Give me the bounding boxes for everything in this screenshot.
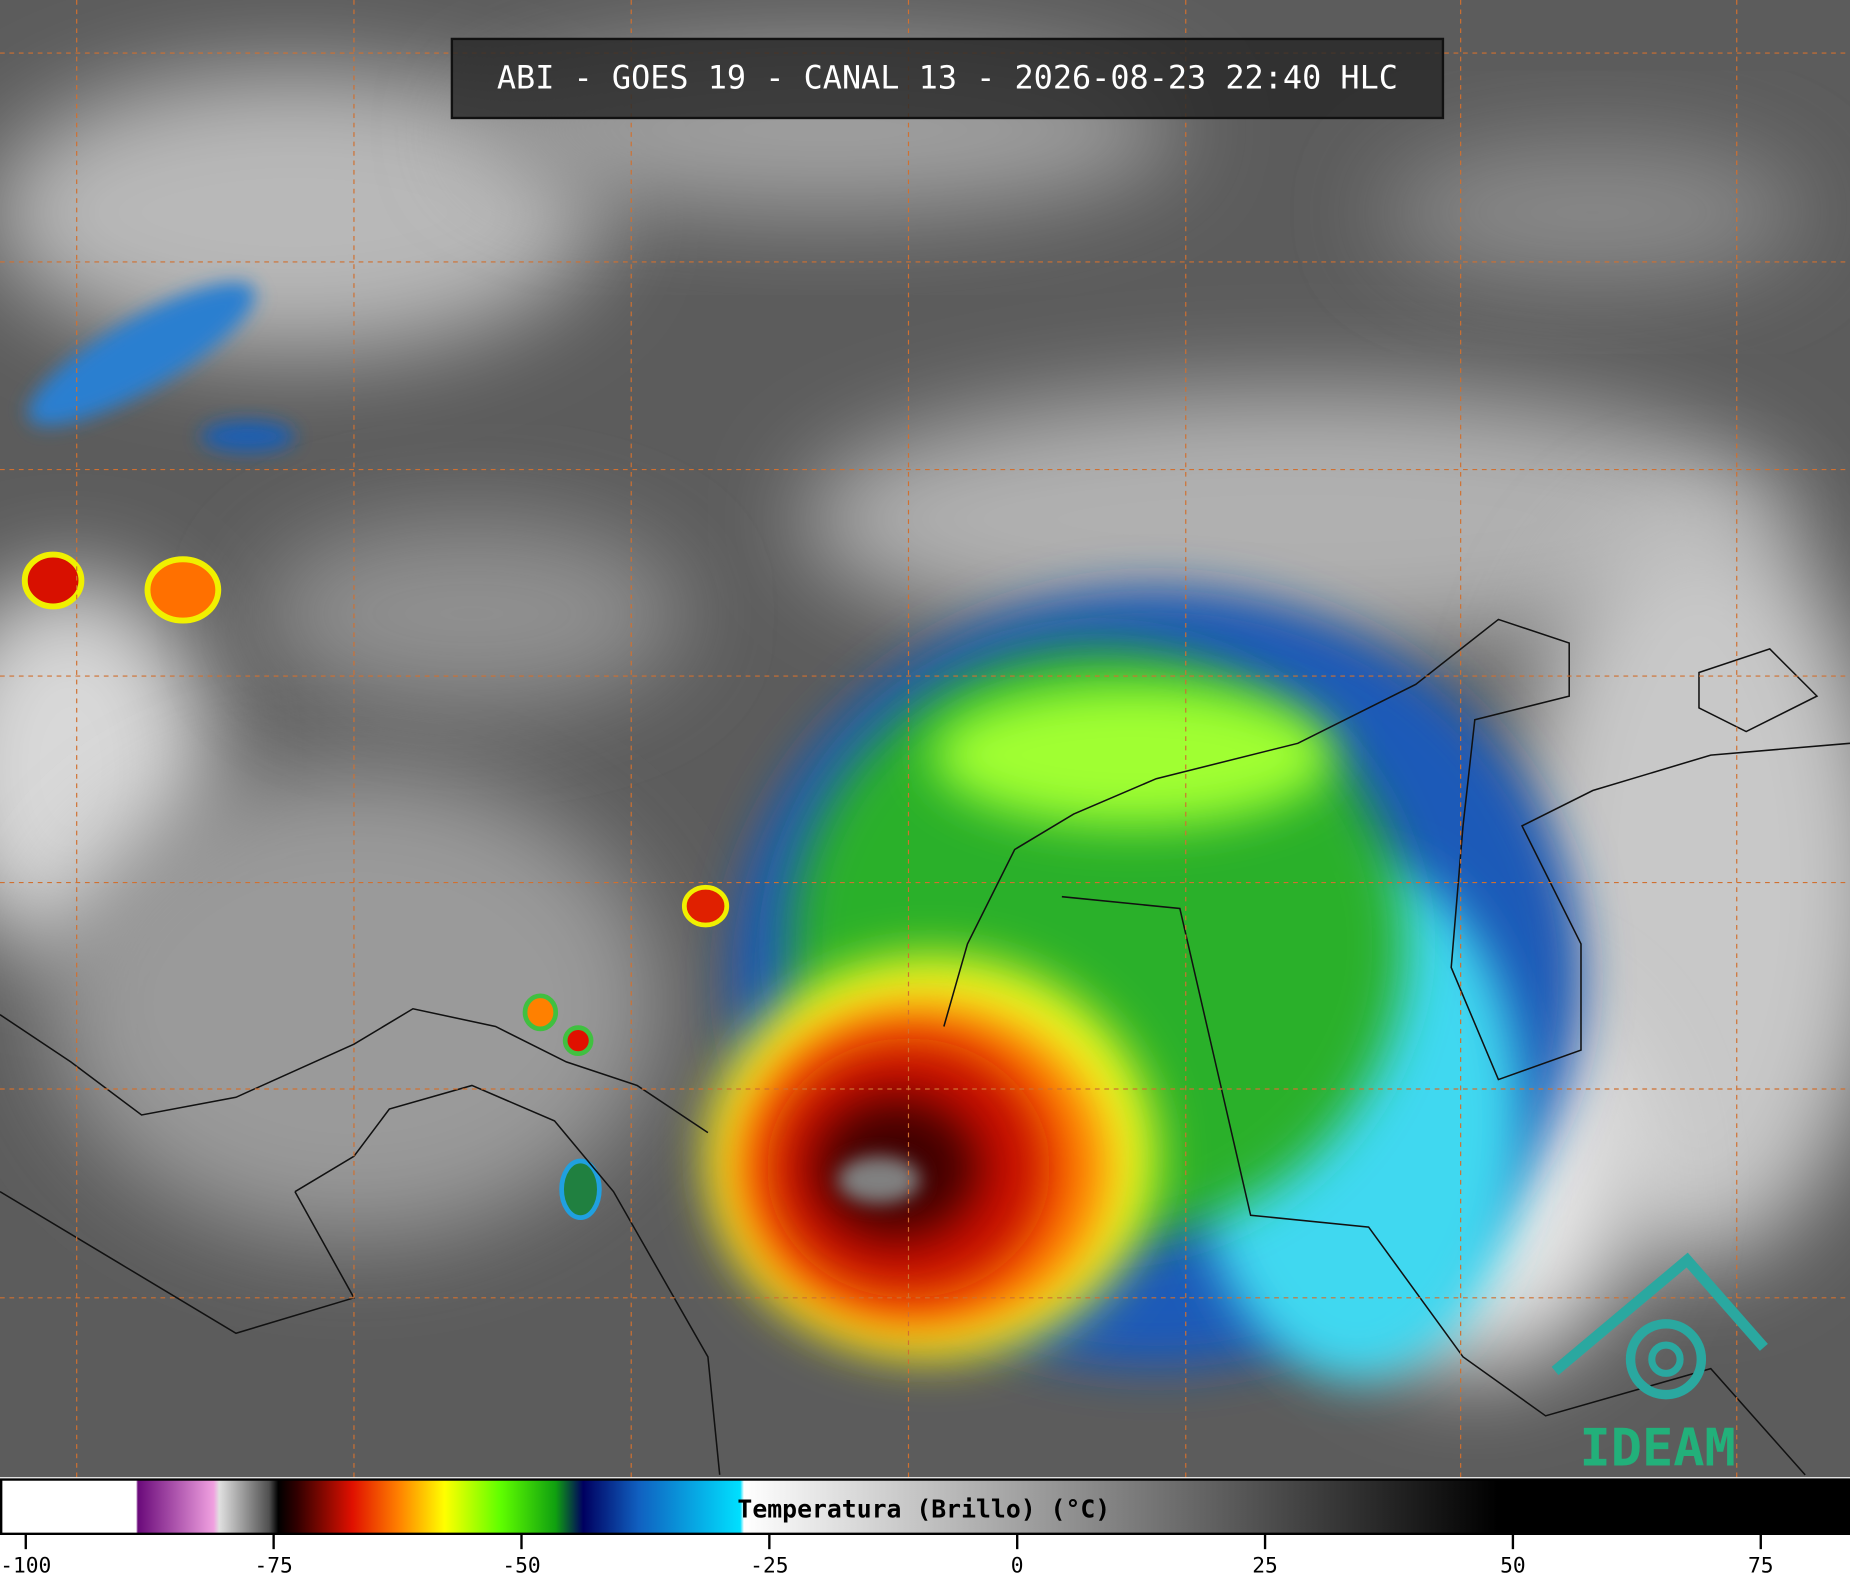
logo: IDEAM <box>1551 1252 1768 1478</box>
colorbar <box>0 1478 1850 1535</box>
title-box <box>450 37 1445 120</box>
logo-text: IDEAM <box>1580 1418 1736 1478</box>
tick-label: -75 <box>254 1554 292 1577</box>
tick-label: -25 <box>750 1554 788 1577</box>
tick-label: 0 <box>1011 1554 1024 1577</box>
tick-label: 75 <box>1748 1554 1774 1577</box>
graticule <box>0 0 1850 1478</box>
tick-label: 25 <box>1252 1554 1278 1577</box>
tick-label: -100 <box>0 1554 51 1577</box>
colorbar-label: Temperatura (Brillo) (°C) <box>737 1494 1110 1523</box>
title: ABI - GOES 19 - CANAL 13 - 2026-08-23 22… <box>497 58 1398 96</box>
tick-label: 50 <box>1500 1554 1526 1577</box>
tick-label: -50 <box>502 1554 540 1577</box>
storm <box>21 551 1581 1381</box>
colorbar-ticks: -100 -75 -50 -25 0 25 50 75 <box>0 1533 1774 1577</box>
